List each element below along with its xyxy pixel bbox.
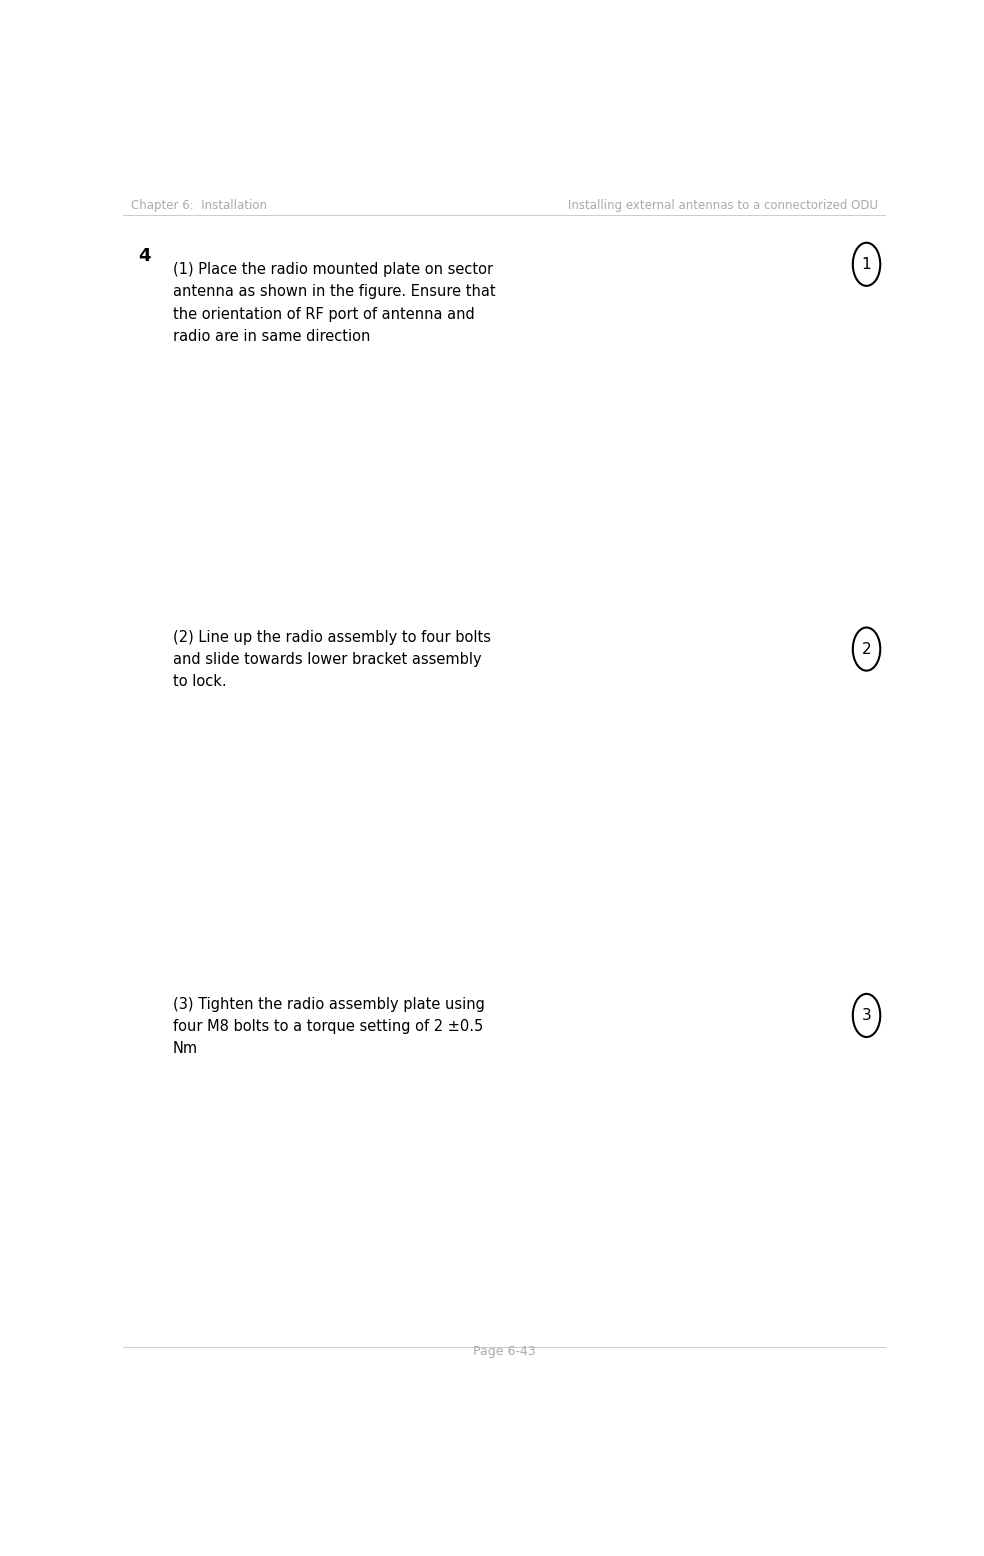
Text: Installing external antennas to a connectorized ODU: Installing external antennas to a connec…	[568, 199, 878, 212]
Text: (2) Line up the radio assembly to four bolts
and slide towards lower bracket ass: (2) Line up the radio assembly to four b…	[172, 630, 491, 689]
Circle shape	[853, 243, 881, 286]
Circle shape	[853, 627, 881, 671]
Text: 4: 4	[138, 247, 151, 265]
Text: 3: 3	[862, 1008, 872, 1022]
Text: (3) Tighten the radio assembly plate using
four M8 bolts to a torque setting of : (3) Tighten the radio assembly plate usi…	[172, 997, 484, 1057]
Text: (1) Place the radio mounted plate on sector
antenna as shown in the figure. Ensu: (1) Place the radio mounted plate on sec…	[172, 263, 495, 344]
FancyBboxPatch shape	[416, 254, 843, 593]
Text: 2: 2	[862, 641, 872, 657]
Text: Page 6-43: Page 6-43	[473, 1346, 535, 1358]
Circle shape	[853, 994, 881, 1036]
Text: 1: 1	[862, 257, 872, 272]
FancyBboxPatch shape	[416, 1005, 843, 1321]
Text: Chapter 6:  Installation: Chapter 6: Installation	[131, 199, 267, 212]
FancyBboxPatch shape	[416, 638, 843, 960]
